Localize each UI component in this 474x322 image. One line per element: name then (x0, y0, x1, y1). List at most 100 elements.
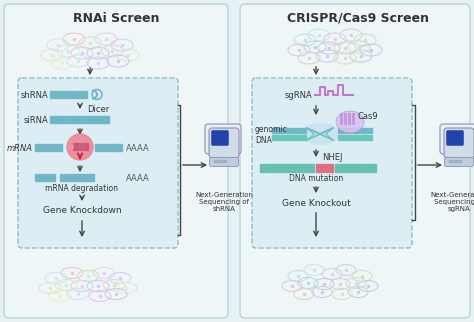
Bar (356, 128, 359, 133)
Bar (106, 116, 109, 123)
Circle shape (67, 134, 93, 160)
Bar (294, 135, 298, 140)
FancyBboxPatch shape (4, 4, 228, 318)
Bar (344, 164, 348, 172)
Bar (99, 144, 101, 151)
Text: CRISPR/Cas9 Screen: CRISPR/Cas9 Screen (287, 12, 429, 24)
Text: DNA mutation: DNA mutation (289, 174, 343, 183)
Bar (69, 116, 72, 123)
Text: genomic
DNA: genomic DNA (255, 125, 288, 145)
Bar (360, 135, 364, 140)
Bar (73, 143, 74, 150)
Bar (272, 135, 276, 140)
Bar (52, 174, 55, 181)
Text: shRNA: shRNA (20, 90, 48, 99)
Bar (354, 164, 358, 172)
Bar (349, 164, 353, 172)
Bar (50, 116, 53, 123)
Bar (112, 144, 116, 151)
Text: Cas9: Cas9 (358, 111, 379, 120)
Bar (352, 113, 355, 125)
Bar (87, 174, 91, 181)
Bar (50, 91, 53, 98)
Bar (347, 135, 350, 140)
Bar (106, 144, 109, 151)
FancyBboxPatch shape (447, 130, 464, 146)
Text: siRNA: siRNA (23, 116, 48, 125)
Bar (80, 116, 83, 123)
Text: Next-Generation
Sequencing of
shRNA: Next-Generation Sequencing of shRNA (195, 192, 253, 212)
Bar (342, 135, 346, 140)
Bar (342, 128, 346, 133)
Bar (364, 128, 368, 133)
Bar (272, 128, 276, 133)
Bar (73, 116, 76, 123)
Bar (60, 144, 63, 151)
Bar (368, 164, 372, 172)
Bar (338, 135, 342, 140)
Bar (73, 91, 76, 98)
Bar (285, 135, 289, 140)
Bar (45, 174, 48, 181)
Bar (364, 135, 368, 140)
Bar (340, 164, 344, 172)
Bar (278, 164, 282, 172)
Text: NHEJ: NHEJ (322, 153, 343, 162)
Text: Gene Knockdown: Gene Knockdown (43, 205, 121, 214)
Bar (306, 164, 310, 172)
Bar (297, 164, 301, 172)
Bar (344, 113, 347, 125)
Bar (75, 174, 79, 181)
Bar (61, 116, 64, 123)
Bar (48, 174, 51, 181)
Bar (35, 144, 38, 151)
Bar (320, 164, 324, 172)
Ellipse shape (336, 111, 364, 133)
Text: Next-Generation
Sequencing of
sgRNA: Next-Generation Sequencing of sgRNA (430, 192, 474, 212)
Bar (75, 143, 77, 150)
Bar (42, 144, 45, 151)
Bar (316, 164, 320, 172)
Bar (95, 144, 98, 151)
Bar (298, 135, 302, 140)
Bar (84, 143, 86, 150)
Bar (276, 135, 280, 140)
Bar (292, 164, 296, 172)
Bar (91, 116, 94, 123)
Bar (65, 116, 68, 123)
Bar (69, 91, 72, 98)
FancyBboxPatch shape (444, 128, 474, 158)
Bar (335, 164, 339, 172)
Bar (64, 174, 67, 181)
Bar (369, 128, 373, 133)
Bar (449, 160, 461, 162)
Bar (58, 91, 61, 98)
FancyBboxPatch shape (210, 157, 238, 166)
Bar (325, 164, 329, 172)
FancyBboxPatch shape (18, 78, 178, 248)
Bar (298, 128, 302, 133)
Bar (49, 144, 52, 151)
Bar (81, 91, 83, 98)
Bar (281, 128, 284, 133)
Text: RNAi Screen: RNAi Screen (73, 12, 159, 24)
Bar (65, 91, 68, 98)
Bar (301, 164, 305, 172)
Bar (76, 116, 80, 123)
Bar (62, 91, 64, 98)
Bar (294, 128, 298, 133)
FancyBboxPatch shape (252, 78, 412, 248)
Bar (42, 174, 45, 181)
Bar (288, 164, 292, 172)
Bar (214, 160, 226, 162)
Text: AAAA: AAAA (126, 174, 150, 183)
Bar (310, 164, 314, 172)
FancyBboxPatch shape (211, 130, 228, 146)
Bar (102, 116, 106, 123)
Bar (283, 164, 287, 172)
Bar (84, 91, 87, 98)
Bar (72, 174, 75, 181)
Bar (302, 135, 306, 140)
FancyBboxPatch shape (240, 4, 470, 318)
Bar (338, 128, 342, 133)
